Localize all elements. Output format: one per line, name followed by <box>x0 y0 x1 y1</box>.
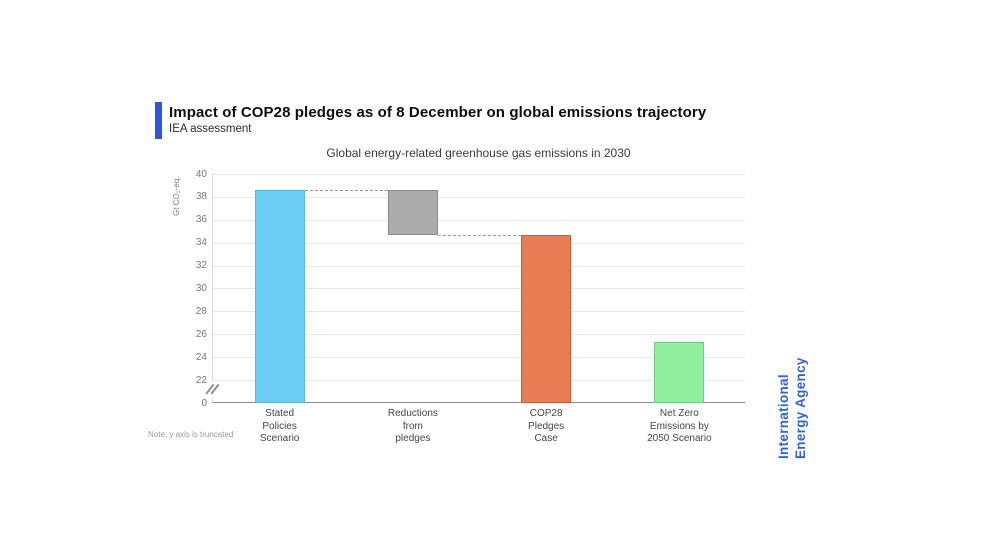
x-label-line: Scenario <box>259 433 300 444</box>
dashed-connector-2 <box>437 234 522 236</box>
x-label-line: Reductions <box>387 408 438 419</box>
y-tick-34: 34 <box>195 237 207 249</box>
iea-logo-line1: International <box>776 374 791 459</box>
y-tick-28: 28 <box>195 305 207 317</box>
page-title: Impact of COP28 pledges as of 8 December… <box>169 104 707 121</box>
gridline-40 <box>213 174 745 175</box>
x-label-line: from <box>402 420 423 432</box>
x-label-line: Policies <box>262 420 297 432</box>
y-tick-24: 24 <box>195 351 207 363</box>
bar-reductions-from-pledges <box>387 190 438 235</box>
y-tick-0: 0 <box>201 397 207 409</box>
x-label-line: Emissions by <box>649 420 709 432</box>
x-label-line: Net Zero <box>659 408 699 419</box>
x-label-reductions-from-pledges: Reductions from pledges <box>346 408 479 446</box>
page-subtitle: IEA assessment <box>169 123 252 135</box>
gridline-26 <box>213 334 745 336</box>
y-tick-32: 32 <box>195 260 207 272</box>
y-tick-22: 22 <box>195 374 207 386</box>
x-label-net-zero-emissions-2050: Net Zero Emissions by 2050 Scenario <box>613 408 746 446</box>
x-label-line: pledges <box>395 433 431 444</box>
gridline-34 <box>213 242 745 244</box>
plot-area: 0 22 24 26 28 30 32 34 36 38 40 Stated Policies Scena… <box>196 169 745 444</box>
bar-cop28-pledges-case <box>521 234 572 403</box>
gridline-24 <box>213 357 745 359</box>
bar-net-zero-emissions-2050 <box>654 342 705 403</box>
y-tick-30: 30 <box>195 282 207 294</box>
y-axis-truncation-mark <box>205 381 220 398</box>
bar-stated-policies-scenario <box>254 190 305 403</box>
x-label-line: 2050 Scenario <box>647 433 712 444</box>
y-tick-36: 36 <box>195 214 207 226</box>
x-label-line: Stated <box>265 408 295 419</box>
y-tick-38: 38 <box>195 191 207 203</box>
footnote: Note: y axis is truncated <box>148 430 234 439</box>
gridline-38 <box>213 196 745 198</box>
x-label-line: Case <box>534 433 558 444</box>
gridline-22 <box>213 380 745 381</box>
title-accent-bar <box>155 102 162 139</box>
x-label-line: COP28 <box>529 408 563 419</box>
gridline-32 <box>213 265 745 267</box>
iea-logo-line2: Energy Agency <box>792 357 808 459</box>
x-label-cop28-pledges-case: COP28 Pledges Case <box>480 408 613 446</box>
x-label-stated-policies-scenario: Stated Policies Scenario <box>213 408 346 446</box>
iea-logo-wordmark: International Energy Agency <box>776 357 809 459</box>
gridline-30 <box>213 288 745 290</box>
y-tick-40: 40 <box>195 168 207 180</box>
y-tick-26: 26 <box>195 328 207 340</box>
gridline-28 <box>213 311 745 313</box>
gridline-36 <box>213 219 745 221</box>
dashed-connector-1 <box>304 190 388 192</box>
x-label-line: Pledges <box>528 420 565 432</box>
chart-title: Global energy-related greenhouse gas emi… <box>326 146 631 160</box>
